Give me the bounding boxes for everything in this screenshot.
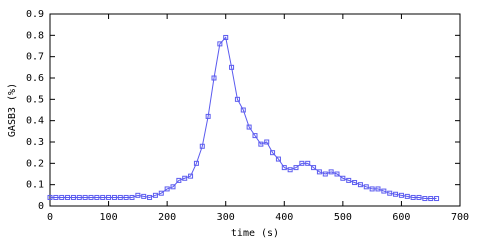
point-marker: [65, 194, 71, 200]
point-marker: [164, 186, 170, 192]
point-marker: [334, 171, 340, 177]
point-marker: [387, 190, 393, 196]
point-marker: [270, 150, 276, 156]
point-marker: [170, 184, 176, 190]
point-marker: [434, 196, 440, 202]
point-marker: [299, 160, 305, 166]
point-marker: [246, 124, 252, 130]
x-tick-label: 600: [392, 212, 410, 223]
point-marker: [428, 196, 434, 202]
point-marker: [404, 193, 410, 199]
x-tick-label: 300: [217, 212, 235, 223]
point-marker: [416, 194, 422, 200]
point-marker: [193, 160, 199, 166]
point-marker: [199, 143, 205, 149]
x-tick-label: 700: [451, 212, 469, 223]
point-marker: [106, 194, 112, 200]
point-marker: [53, 194, 59, 200]
point-marker: [111, 194, 117, 200]
point-marker: [129, 194, 135, 200]
point-marker: [422, 196, 428, 202]
point-marker: [205, 113, 211, 119]
plot-frame: [49, 13, 461, 207]
point-marker: [59, 194, 65, 200]
y-tick-label: 0.6: [26, 73, 44, 84]
point-marker: [76, 194, 82, 200]
point-marker: [94, 194, 100, 200]
y-tick-label: 0.1: [26, 180, 44, 191]
point-marker: [176, 177, 182, 183]
point-marker: [123, 194, 129, 200]
series-line: [50, 36, 437, 200]
point-marker: [287, 167, 293, 173]
point-marker: [311, 165, 317, 171]
x-tick-label: 200: [158, 212, 176, 223]
point-marker: [322, 171, 328, 177]
point-marker: [264, 139, 270, 145]
point-marker: [152, 192, 158, 198]
x-tick-label: 0: [47, 212, 53, 223]
y-tick-label: 0.7: [26, 52, 44, 63]
point-marker: [316, 169, 322, 175]
point-marker: [223, 34, 229, 40]
y-tick-label: 0.2: [26, 158, 44, 169]
point-marker: [352, 180, 358, 186]
point-marker: [346, 177, 352, 183]
y-tick-label: 0.5: [26, 94, 44, 105]
point-marker: [147, 194, 153, 200]
point-marker: [410, 194, 416, 200]
point-marker: [281, 165, 287, 171]
y-tick-label: 0: [38, 201, 44, 212]
point-marker: [135, 192, 141, 198]
point-marker: [393, 191, 399, 197]
point-marker: [363, 184, 369, 190]
point-marker: [381, 188, 387, 194]
point-marker: [100, 194, 106, 200]
point-marker: [252, 133, 258, 139]
point-marker: [211, 75, 217, 81]
point-marker: [258, 141, 264, 147]
y-tick-label: 0.3: [26, 137, 44, 148]
point-marker: [240, 107, 246, 113]
x-tick-label: 500: [334, 212, 352, 223]
point-marker: [47, 194, 53, 200]
x-tick-label: 400: [275, 212, 293, 223]
point-marker: [70, 194, 76, 200]
point-marker: [117, 194, 123, 200]
point-marker: [293, 165, 299, 171]
point-marker: [141, 193, 147, 199]
point-marker: [357, 182, 363, 188]
point-marker: [82, 194, 88, 200]
point-marker: [375, 186, 381, 192]
point-marker: [182, 175, 188, 181]
point-marker: [229, 64, 235, 70]
x-axis-label: time (s): [231, 228, 279, 239]
y-axis-label: GASB3 (%): [7, 83, 18, 137]
point-marker: [217, 41, 223, 47]
point-marker: [188, 173, 194, 179]
y-tick-label: 0.4: [26, 116, 44, 127]
y-tick-label: 0.8: [26, 30, 44, 41]
point-marker: [158, 190, 164, 196]
point-marker: [234, 96, 240, 102]
point-marker: [328, 169, 334, 175]
point-marker: [305, 160, 311, 166]
x-tick-label: 100: [100, 212, 118, 223]
point-marker: [88, 194, 94, 200]
point-marker: [398, 192, 404, 198]
point-marker: [340, 175, 346, 181]
y-tick-label: 0.9: [26, 9, 44, 20]
point-marker: [275, 156, 281, 162]
point-marker: [369, 186, 375, 192]
